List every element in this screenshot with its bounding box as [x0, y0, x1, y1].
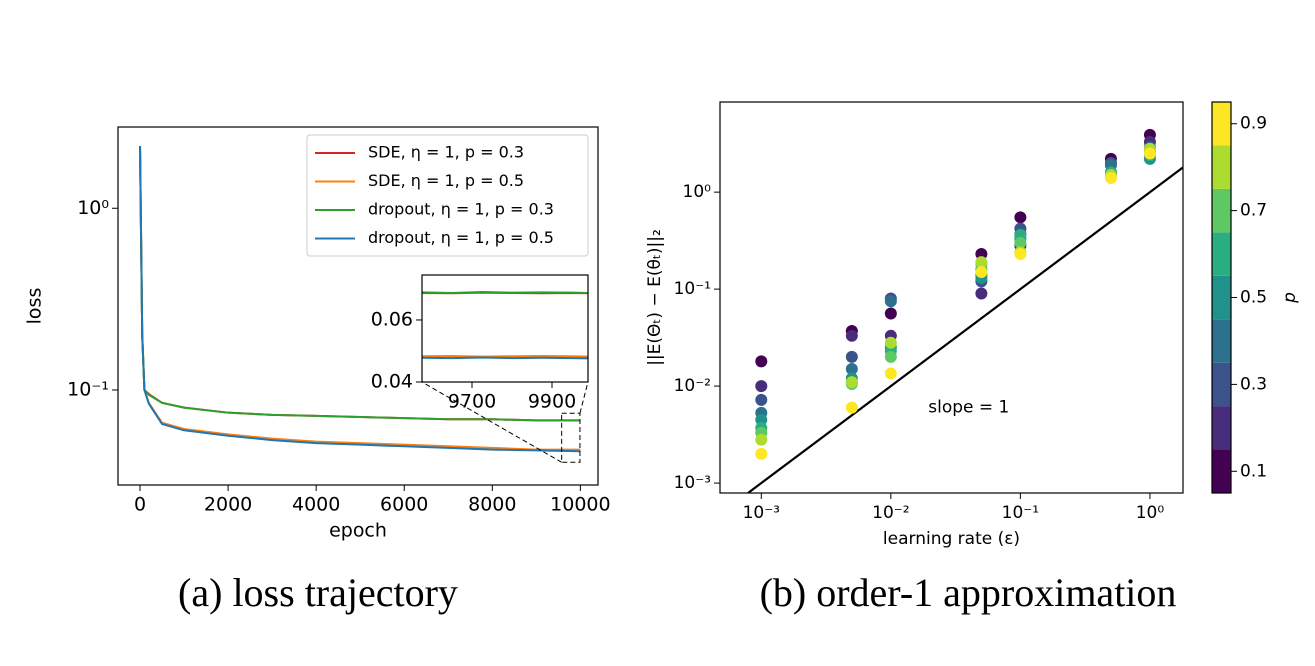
caption: (b) order-1 approximation	[760, 570, 1177, 615]
y-tick-label: 10⁻¹	[674, 279, 711, 299]
point	[884, 295, 897, 308]
axes-frame	[421, 274, 589, 383]
point	[845, 350, 858, 363]
colorbar-band	[1212, 275, 1231, 320]
line	[422, 291, 588, 294]
y-axis-label: ||E(Θₜ) − E(θₜ)||₂	[645, 229, 665, 366]
point	[975, 266, 988, 279]
x-tick-label: 10000	[550, 494, 610, 516]
point	[755, 413, 768, 426]
zoom-connector	[421, 381, 562, 463]
line	[422, 356, 588, 360]
point	[755, 433, 768, 446]
x-tick-label: 10⁻¹	[1002, 503, 1039, 523]
colorbar-band	[1212, 406, 1231, 450]
colorbar-label: p	[1280, 292, 1300, 304]
legend-box	[306, 134, 589, 257]
point	[884, 336, 897, 349]
x-tick-label: 10⁰	[1136, 503, 1165, 523]
colorbar-tick-label: 0.3	[1240, 374, 1267, 394]
colorbar-band	[1212, 188, 1231, 233]
point	[755, 380, 768, 393]
legend-label: dropout, η = 1, p = 0.5	[368, 228, 554, 247]
annotation: slope = 1	[928, 398, 1009, 418]
line	[747, 166, 1183, 493]
line	[139, 146, 581, 453]
legend-label: SDE, η = 1, p = 0.5	[368, 171, 524, 190]
colorbar-tick-label: 0.1	[1240, 461, 1267, 481]
point	[845, 363, 858, 376]
colorbar-band	[1212, 102, 1231, 146]
y-tick-label: 10⁻³	[674, 473, 711, 493]
x-tick-label: 0	[134, 494, 146, 516]
point	[845, 376, 858, 389]
point	[884, 367, 897, 380]
zoom-region	[561, 412, 581, 463]
point	[845, 329, 858, 342]
y-tick-label: 10⁻¹	[67, 378, 109, 400]
point	[1014, 211, 1027, 224]
x-axis-label: learning rate (ε)	[883, 529, 1020, 549]
colorbar-tick-label: 0.5	[1240, 288, 1267, 308]
point	[884, 307, 897, 320]
legend-label: dropout, η = 1, p = 0.3	[368, 200, 554, 219]
colorbar-band	[1212, 362, 1231, 407]
x-tick-label: 6000	[380, 494, 428, 516]
x-tick-label: 4000	[292, 494, 340, 516]
colorbar-band	[1212, 232, 1231, 276]
x-tick-label: 2000	[204, 494, 252, 516]
point	[884, 350, 897, 363]
point	[755, 355, 768, 368]
legend-label: SDE, η = 1, p = 0.3	[368, 143, 524, 162]
x-tick-label: 9700	[448, 391, 496, 413]
point	[755, 447, 768, 460]
axes-frame	[719, 101, 1184, 494]
colorbar-tick-label: 0.7	[1240, 201, 1267, 221]
x-tick-label: 9900	[528, 391, 576, 413]
point	[755, 393, 768, 406]
colorbar-band	[1212, 319, 1231, 363]
colorbar-band	[1212, 449, 1231, 493]
point	[1014, 236, 1027, 249]
caption: (a) loss trajectory	[178, 570, 458, 615]
axes-frame	[117, 126, 599, 486]
point	[1143, 147, 1156, 160]
point	[1104, 171, 1117, 184]
y-tick-label: 0.06	[371, 308, 413, 330]
y-tick-label: 0.04	[371, 371, 413, 393]
colorbar-tick-label: 0.9	[1240, 114, 1267, 134]
x-tick-label: 10⁻²	[872, 503, 909, 523]
zoom-connector	[579, 381, 589, 414]
y-tick-label: 10⁰	[77, 197, 109, 219]
point	[845, 401, 858, 414]
y-axis-label: loss	[24, 288, 46, 325]
y-tick-label: 10⁰	[683, 182, 712, 202]
colorbar-band	[1212, 145, 1231, 189]
point	[975, 287, 988, 300]
x-axis-label: epoch	[329, 520, 387, 542]
plot-area	[422, 275, 588, 382]
point	[1014, 248, 1027, 261]
x-tick-label: 8000	[468, 494, 516, 516]
line	[422, 354, 588, 358]
y-tick-label: 10⁻²	[674, 376, 711, 396]
x-tick-label: 10⁻³	[743, 503, 780, 523]
point	[975, 256, 988, 269]
